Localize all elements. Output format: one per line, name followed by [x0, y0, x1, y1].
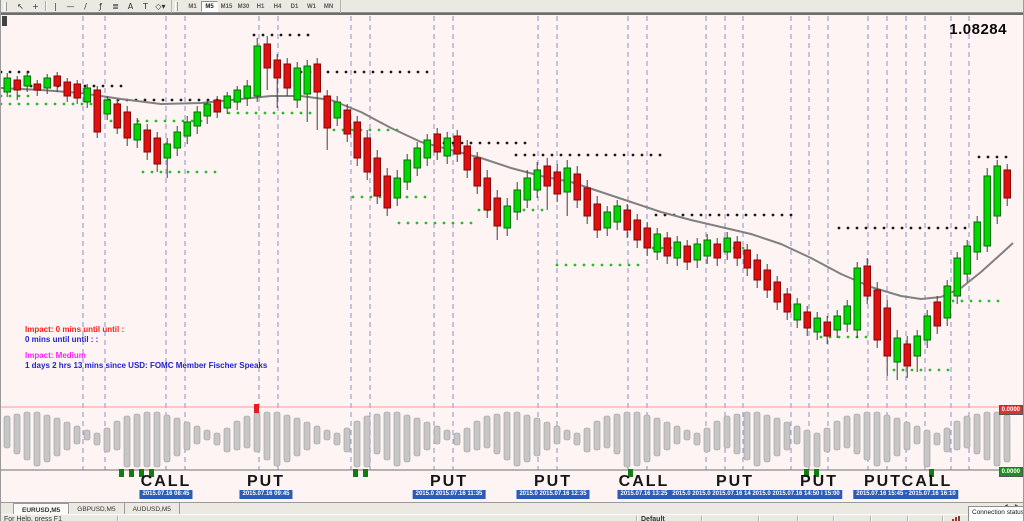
toolbar: ↖ + | — / ƒ ≣ A T ◇▾ M1 M5 M15 M30 H1 H4 D1 W1 MN [1, 0, 1023, 13]
toolbar-grip[interactable] [4, 1, 7, 11]
tool-text-button[interactable]: A [123, 1, 138, 12]
signal-call-label[interactable]: CALL [140, 473, 192, 490]
crosshair-icon: + [32, 1, 39, 11]
horizontal-line-icon: — [66, 1, 75, 11]
tool-trendline-button[interactable]: / [78, 1, 93, 12]
signal-time-badge[interactable]: 2015.0 2015.07.16 11:35 [412, 490, 486, 499]
shapes-dropdown-icon: ◇▾ [155, 1, 166, 11]
news-impact-line-2: Impact: Medium [25, 351, 86, 360]
timeframe-m1-button[interactable]: M1 [184, 1, 201, 12]
trendline-icon: / [84, 1, 87, 11]
chart-window: 1.08284 Impact: 0 mins until until : 0 m… [1, 13, 1024, 502]
signal-put-label[interactable]: PUT [247, 473, 285, 490]
chart-system-icon[interactable] [2, 16, 7, 26]
signal-call-label[interactable]: CALL [901, 473, 953, 490]
text-label-icon: T [143, 1, 148, 11]
status-bar: For Help, press F1 Default Connection st… [1, 506, 1023, 521]
signal-time-badge[interactable]: 2015.07.16 09:45 [239, 490, 293, 499]
signal-put-label[interactable]: PUT [534, 473, 572, 490]
signal-put-label[interactable]: PUT [716, 473, 754, 490]
indicator-upper-level-badge: 0.0000 [998, 405, 1023, 415]
timeframe-h1-button[interactable]: H1 [252, 1, 269, 12]
timeframe-h4-button[interactable]: H4 [269, 1, 286, 12]
timeframe-m15-button[interactable]: M15 [218, 1, 235, 12]
profile-name[interactable]: Default [641, 516, 665, 521]
news-impact-line-1: Impact: 0 mins until until : [25, 325, 125, 334]
timeframe-w1-button[interactable]: W1 [303, 1, 320, 12]
vertical-line-icon: | [54, 1, 57, 11]
fibonacci-icon: ƒ [99, 1, 102, 11]
tab-gbpusdm5[interactable]: GBPUSD,M5 [69, 503, 125, 515]
signal-time-badge[interactable]: 2015.0 2015.07.16 12:35 [516, 490, 590, 499]
toolbar-separator [45, 1, 46, 11]
channels-icon: ≣ [112, 1, 119, 11]
tool-horizontal-line-button[interactable]: — [63, 1, 78, 12]
tool-text-label-button[interactable]: T [138, 1, 153, 12]
toolbar-tools: ↖ + | — / ƒ ≣ A T ◇▾ [10, 0, 172, 13]
text-icon: A [127, 1, 134, 11]
signal-time-badge[interactable]: 2015.07.16 15:45 - 2015.07.16 16:10 [853, 490, 959, 499]
signal-time-badge[interactable]: 2015.07.16 08:45 [139, 490, 193, 499]
tool-vertical-line-button[interactable]: | [48, 1, 63, 12]
timeframe-m30-button[interactable]: M30 [235, 1, 252, 12]
current-price-label: 1.08284 [949, 21, 1007, 38]
signal-time-badge[interactable]: 2015.07.16 13:25 [617, 490, 671, 499]
toolbar-timeframes: M1 M5 M15 M30 H1 H4 D1 W1 MN [181, 0, 341, 13]
tool-crosshair-button[interactable]: + [28, 1, 43, 12]
cursor-icon: ↖ [17, 1, 24, 11]
tool-shapes-dropdown-button[interactable]: ◇▾ [153, 1, 168, 12]
price-chart[interactable] [1, 15, 1024, 502]
timeframe-d1-button[interactable]: D1 [286, 1, 303, 12]
tool-cursor-button[interactable]: ↖ [13, 1, 28, 12]
news-event-line: 1 days 2 hrs 13 mins since USD: FOMC Mem… [25, 361, 268, 370]
timeframe-toolbar-grip[interactable] [175, 1, 178, 11]
timeframe-mn-button[interactable]: MN [320, 1, 337, 12]
indicator-lower-level-badge: 0.0000 [998, 467, 1023, 477]
connection-signal-icon [949, 516, 960, 521]
timeframe-m5-button[interactable]: M5 [201, 0, 218, 12]
chart-tabs-bar: EURUSD,M5 GBPUSD,M5 AUDUSD,M5 [1, 502, 1023, 515]
tab-eurusdm5[interactable]: EURUSD,M5 [13, 503, 70, 515]
tool-channels-button[interactable]: ≣ [108, 1, 123, 12]
tool-fibonacci-button[interactable]: ƒ [93, 1, 108, 12]
connection-status[interactable]: Connection status [968, 506, 1023, 521]
tab-audusdm5[interactable]: AUDUSD,M5 [125, 503, 180, 515]
signal-call-label[interactable]: CALL [618, 473, 670, 490]
signal-put-label[interactable]: PUT [864, 473, 902, 490]
news-countdown-line: 0 mins until until : : [25, 335, 99, 344]
signal-put-label[interactable]: PUT [800, 473, 838, 490]
signal-put-label[interactable]: PUT [430, 473, 468, 490]
signal-time-badge[interactable]: 2015.0 2015.0 2015.07.16 14 2015.0 2015.… [669, 490, 843, 499]
help-hint-text: For Help, press F1 [4, 516, 62, 521]
